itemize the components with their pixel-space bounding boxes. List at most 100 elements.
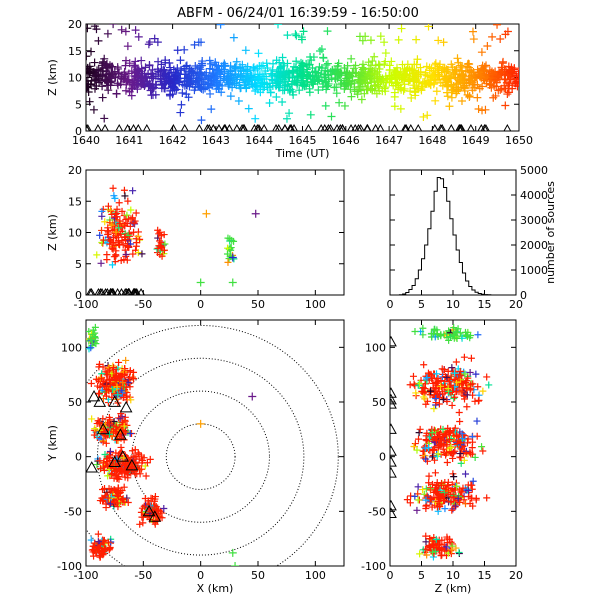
source-point <box>434 497 442 505</box>
source-point <box>432 547 440 555</box>
source-point <box>123 256 131 264</box>
source-point <box>403 60 412 69</box>
y-tick-label: 10 <box>68 227 82 240</box>
source-point <box>503 27 512 36</box>
source-point <box>297 33 306 42</box>
source-point <box>439 396 447 404</box>
source-point <box>109 428 117 436</box>
source-point <box>374 82 383 91</box>
source-point <box>392 67 401 76</box>
source-point <box>145 80 154 89</box>
source-point <box>120 422 128 430</box>
y-axis-label: Z (km) <box>46 59 59 96</box>
source-point <box>96 457 104 465</box>
source-point <box>444 65 453 74</box>
x-height-panel: -100 -50 0 50 100 0 5 10 15 20 Z (km) <box>46 164 345 311</box>
source-point <box>333 73 342 82</box>
source-point <box>456 77 465 86</box>
source-point <box>447 435 455 443</box>
source-point <box>127 396 135 404</box>
y-tick-label: -100 <box>57 560 82 573</box>
time-height-panel: 1640 1641 1642 1643 1644 1645 1646 1647 1648 1649… <box>46 18 533 160</box>
source-point <box>195 63 204 72</box>
source-point <box>99 486 107 494</box>
source-point <box>121 222 129 230</box>
source-point <box>334 59 343 68</box>
source-point <box>104 202 112 210</box>
station-marker <box>280 123 289 131</box>
source-point <box>158 252 166 260</box>
station-marker <box>203 123 212 131</box>
source-point <box>442 88 451 97</box>
source-point <box>112 423 120 431</box>
station-marker <box>438 123 447 131</box>
source-point <box>160 231 168 239</box>
source-point <box>231 562 240 566</box>
station-marker <box>414 123 423 131</box>
source-point <box>478 61 487 70</box>
y-axis-label: Y (km) <box>46 425 59 462</box>
source-point <box>124 197 132 205</box>
source-point <box>110 364 118 372</box>
source-point <box>182 90 191 99</box>
source-point <box>442 543 450 551</box>
source-point <box>156 237 164 245</box>
source-point <box>228 548 237 557</box>
source-point <box>390 92 399 101</box>
source-point <box>223 250 231 258</box>
source-point <box>109 245 117 253</box>
source-point <box>343 61 352 70</box>
source-point <box>102 382 110 390</box>
source-point <box>434 70 443 79</box>
source-point <box>474 105 483 114</box>
source-point <box>288 73 297 82</box>
source-point <box>437 66 446 75</box>
source-point <box>379 78 388 87</box>
source-point <box>189 69 198 78</box>
y-tick-label: -50 <box>64 505 82 518</box>
source-point <box>347 92 356 101</box>
source-point <box>267 75 276 84</box>
source-point <box>418 79 427 88</box>
source-point <box>194 38 203 47</box>
source-point <box>280 68 289 77</box>
source-point <box>455 409 463 417</box>
source-point <box>400 80 409 89</box>
source-point <box>137 56 146 65</box>
station-marker <box>129 123 138 131</box>
source-point <box>131 26 140 35</box>
source-point <box>86 65 95 74</box>
station-marker <box>86 461 99 473</box>
source-point <box>87 379 95 387</box>
source-point <box>381 83 390 92</box>
source-point <box>89 542 97 550</box>
station-marker <box>125 458 139 471</box>
x-tick-label: 1647 <box>375 134 403 147</box>
source-point <box>472 494 480 502</box>
source-point <box>153 38 162 47</box>
source-point <box>332 83 341 92</box>
x-tick-label: -50 <box>134 569 152 582</box>
source-point <box>298 81 307 90</box>
source-point <box>160 246 168 254</box>
source-point <box>463 391 471 399</box>
source-point <box>324 81 333 90</box>
source-point <box>466 334 474 342</box>
source-point <box>134 66 143 75</box>
source-point <box>446 547 454 555</box>
source-point <box>190 86 199 95</box>
source-point <box>244 104 253 113</box>
station-marker <box>390 335 397 347</box>
source-point <box>113 383 121 391</box>
station-marker <box>94 287 103 295</box>
station-marker <box>430 123 439 131</box>
source-point <box>408 65 417 74</box>
x-axis-label: X (km) <box>197 582 234 595</box>
source-point <box>88 415 96 423</box>
source-point <box>282 114 291 123</box>
source-point <box>456 450 464 458</box>
source-point <box>435 400 443 408</box>
x-tick-label: 10 <box>446 298 460 311</box>
source-point <box>478 443 486 451</box>
source-point <box>196 278 205 287</box>
